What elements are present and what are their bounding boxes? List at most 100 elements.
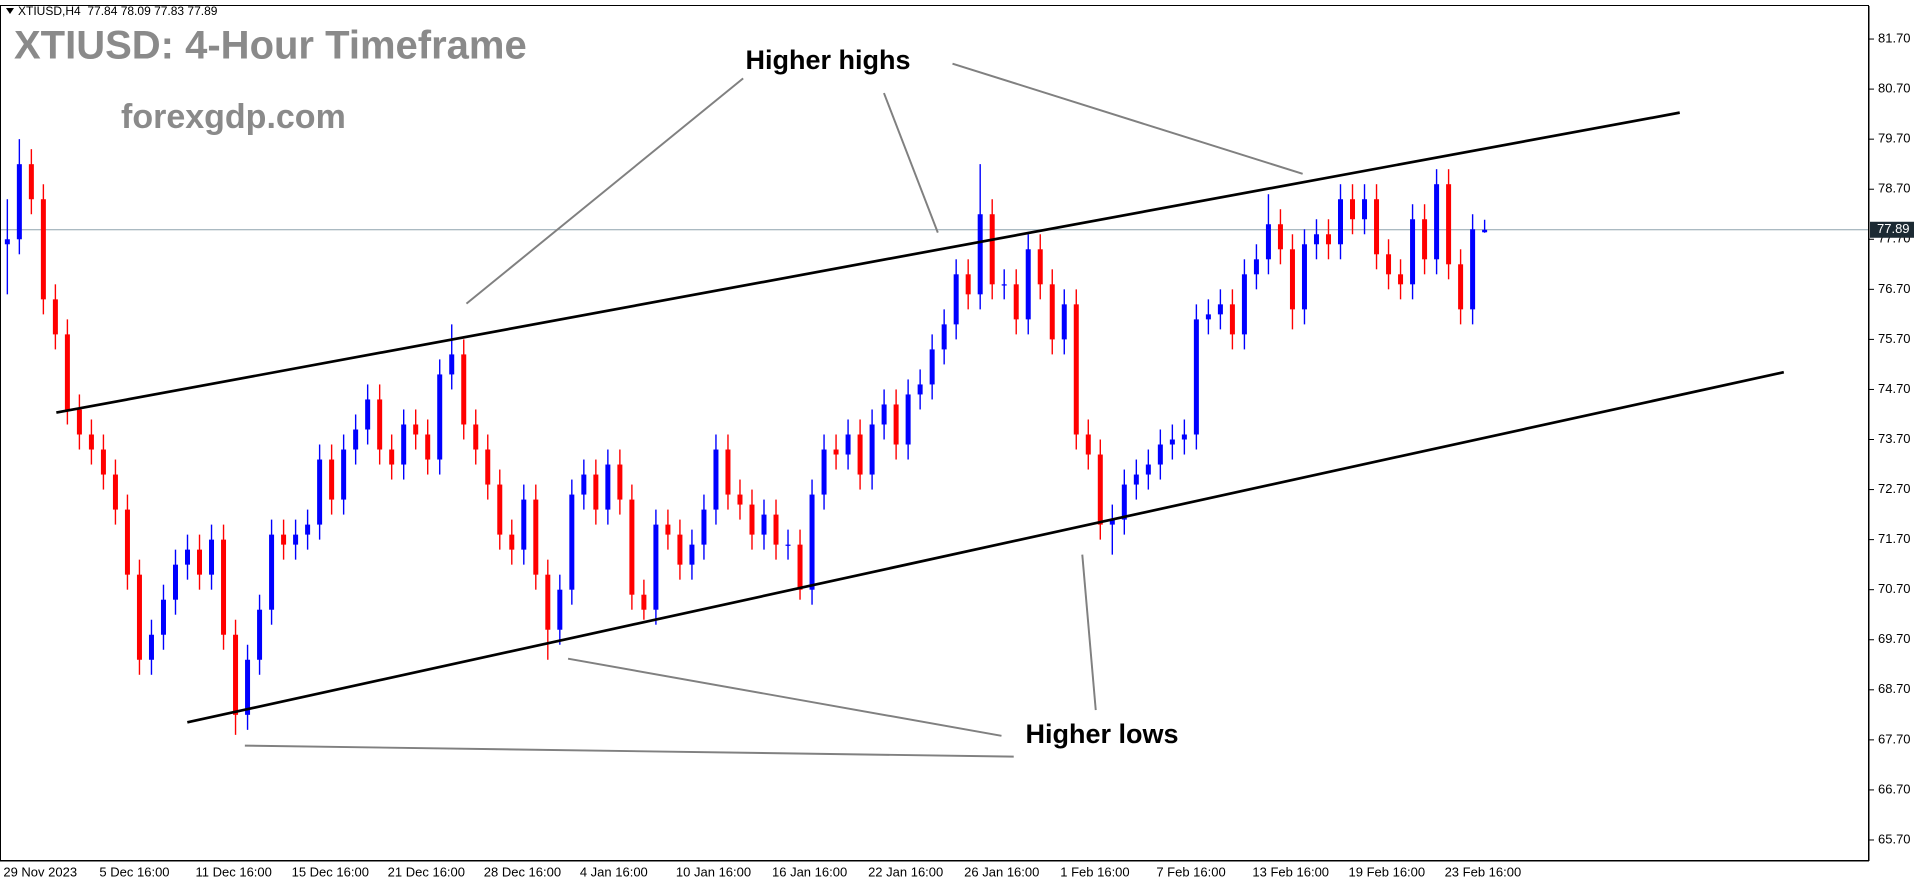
lower-trendline — [187, 370, 1785, 724]
candle-body — [1265, 224, 1271, 260]
x-tick-label: 21 Dec 16:00 — [388, 864, 465, 879]
candle-body — [845, 434, 851, 455]
candle-body — [773, 514, 779, 545]
candle-body — [1145, 464, 1151, 475]
pointer — [952, 62, 1303, 175]
candle-body — [473, 424, 479, 450]
candle-body — [353, 429, 359, 450]
x-tick-label: 11 Dec 16:00 — [196, 864, 272, 879]
candle-body — [64, 334, 70, 410]
x-tick-label: 7 Feb 16:00 — [1156, 864, 1225, 879]
drawings — [56, 62, 1785, 758]
candle-body — [1374, 199, 1380, 255]
candle-body — [1061, 304, 1067, 340]
y-tick-label: 78.70 — [1878, 181, 1911, 196]
candle-body — [100, 449, 106, 475]
candle-body — [617, 464, 623, 500]
candle-body — [40, 199, 46, 300]
candle-body — [1109, 519, 1115, 525]
y-tick-label: 81.70 — [1878, 30, 1911, 45]
pointer — [883, 92, 939, 233]
header: XTIUSD,H4 77.84 78.09 77.83 77.89 — [18, 4, 218, 18]
candle-body — [1422, 219, 1428, 260]
candle-body — [569, 494, 575, 590]
pointer — [567, 657, 1002, 737]
y-tick-label: 76.70 — [1878, 281, 1911, 296]
candle-body — [629, 499, 635, 595]
candle-body — [1001, 284, 1007, 286]
candle-body — [869, 424, 875, 475]
candle-body — [929, 349, 935, 385]
y-tick-label: 67.70 — [1878, 731, 1911, 746]
candle-body — [1289, 249, 1295, 310]
candle-body — [857, 434, 863, 475]
candle-body — [88, 434, 94, 450]
candle-body — [1169, 439, 1175, 445]
candle-body — [52, 299, 58, 335]
candle-body — [413, 424, 419, 435]
plot-frame — [0, 5, 1869, 861]
annotation: Higher lows — [1025, 719, 1178, 749]
candle-body — [112, 474, 118, 510]
candle-body — [545, 574, 551, 630]
candle-body — [821, 449, 827, 495]
candle-body — [641, 594, 647, 610]
candle-body — [833, 449, 839, 455]
y-tick-label: 68.70 — [1878, 681, 1911, 696]
candle-body — [437, 374, 443, 460]
candle-body — [1434, 184, 1440, 260]
candle-body — [269, 534, 275, 610]
candle-body — [1241, 274, 1247, 335]
x-tick-label: 28 Dec 16:00 — [484, 864, 561, 879]
candle-body — [713, 449, 719, 510]
y-tick-label: 73.70 — [1878, 431, 1911, 446]
candle-body — [557, 589, 563, 630]
candle-body — [509, 534, 515, 550]
candle-body — [1313, 234, 1319, 245]
y-tick-label: 66.70 — [1878, 781, 1911, 796]
candle-body — [365, 399, 371, 430]
pointer — [1081, 554, 1097, 711]
candle-body — [148, 634, 154, 660]
candle-body — [1337, 199, 1343, 245]
x-tick-label: 19 Feb 16:00 — [1349, 864, 1426, 879]
candle-body — [257, 609, 263, 660]
candle-body — [989, 214, 995, 285]
candle-body — [172, 564, 178, 600]
candle-body — [1097, 454, 1103, 525]
last-price-tag — [1870, 221, 1914, 238]
candle-body — [605, 464, 611, 510]
candle-body — [1277, 224, 1283, 250]
pointer — [465, 77, 744, 305]
candle-body — [401, 424, 407, 465]
candle-body — [4, 239, 10, 245]
candle-body — [1482, 229, 1488, 233]
annotation: Higher highs — [745, 45, 910, 75]
candle-body — [377, 399, 383, 450]
candle-body — [341, 449, 347, 500]
candle-body — [1013, 284, 1019, 320]
x-tick-label: 23 Feb 16:00 — [1445, 864, 1522, 879]
y-tick-label: 75.70 — [1878, 331, 1911, 346]
candle-body — [941, 324, 947, 350]
candle-body — [185, 549, 191, 565]
candle-body — [533, 499, 539, 575]
candle-body — [1025, 249, 1031, 320]
x-tick-label: 29 Nov 2023 — [3, 864, 77, 879]
candle-body — [761, 514, 767, 535]
y-tick-label: 79.70 — [1878, 131, 1911, 146]
candle-body — [449, 354, 455, 375]
candle-body — [1157, 444, 1163, 465]
header-icon — [6, 8, 14, 14]
x-tick-label: 13 Feb 16:00 — [1252, 864, 1329, 879]
candle-body — [160, 599, 166, 635]
y-tick-label: 69.70 — [1878, 631, 1911, 646]
candle-body — [965, 274, 971, 295]
candle-body — [725, 449, 731, 495]
x-tick-label: 1 Feb 16:00 — [1060, 864, 1129, 879]
candle-body — [593, 474, 599, 510]
candle-body — [461, 354, 467, 425]
x-tick-label: 10 Jan 16:00 — [676, 864, 751, 879]
